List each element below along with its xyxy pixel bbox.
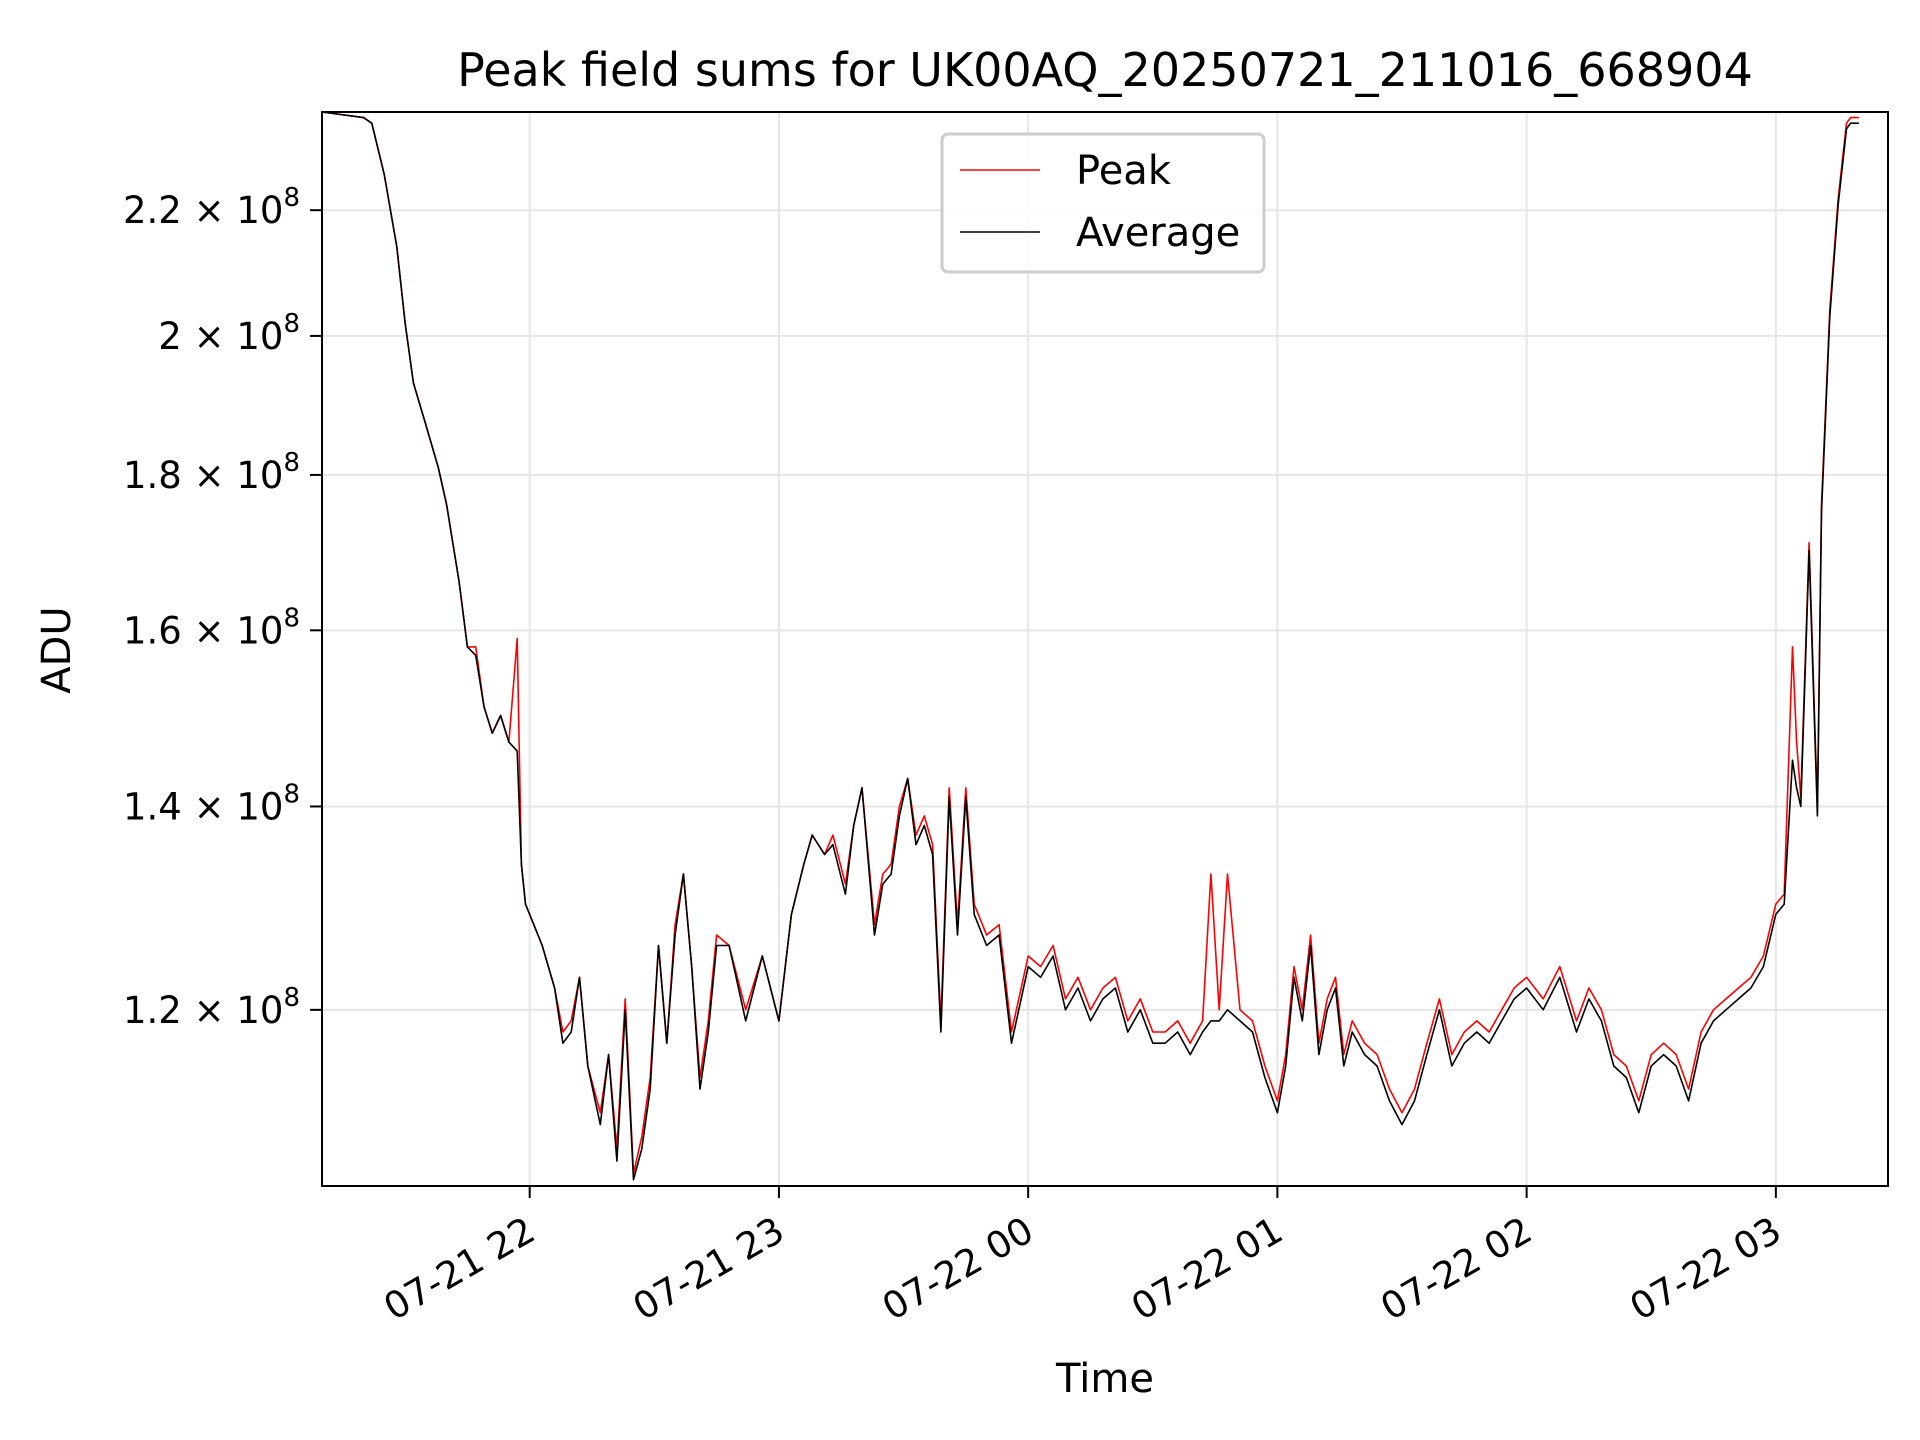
grid-lines — [322, 112, 1888, 1186]
y-tick-label: 2.2 × 108 — [123, 183, 300, 232]
y-tick-mantissa: 2 — [158, 315, 182, 358]
y-tick-mantissa: 1.6 — [123, 609, 182, 652]
y-tick-times: × 10 — [182, 454, 284, 497]
y-tick-exponent: 8 — [283, 448, 300, 478]
y-tick-exponent: 8 — [283, 309, 300, 339]
y-tick-mantissa: 1.8 — [123, 454, 182, 497]
x-axis-label: Time — [1055, 1356, 1154, 1402]
series-line-peak — [321, 111, 1859, 1175]
y-tick-label: 1.6 × 108 — [123, 603, 300, 652]
series-line-average — [321, 111, 1859, 1181]
y-tick-label: 1.2 × 108 — [123, 983, 300, 1032]
y-tick-times: × 10 — [182, 189, 284, 232]
y-tick-exponent: 8 — [283, 183, 300, 213]
y-tick-exponent: 8 — [283, 603, 300, 633]
y-axis-label: ADU — [34, 606, 80, 693]
chart-title: Peak field sums for UK00AQ_20250721_2110… — [457, 43, 1753, 97]
legend-box — [940, 132, 1266, 274]
legend: Peak Average — [940, 132, 1266, 274]
y-tick-label: 2 × 108 — [158, 309, 300, 358]
y-tick-times: × 10 — [182, 989, 284, 1032]
y-tick-times: × 10 — [182, 609, 284, 652]
y-tick-exponent: 8 — [283, 779, 300, 809]
legend-label-peak: Peak — [1076, 148, 1172, 194]
y-tick-exponent: 8 — [283, 983, 300, 1013]
y-tick-label: 1.4 × 108 — [123, 779, 300, 828]
y-tick-mantissa: 2.2 — [123, 189, 182, 232]
y-tick-label: 1.8 × 108 — [123, 448, 300, 497]
y-tick-mantissa: 1.4 — [123, 785, 182, 828]
legend-label-average: Average — [1076, 210, 1240, 256]
plot-frame — [321, 111, 1889, 1187]
y-tick-times: × 10 — [182, 315, 284, 358]
series-layer — [321, 111, 1859, 1181]
y-tick-mantissa: 1.2 — [123, 989, 182, 1032]
y-tick-times: × 10 — [182, 785, 284, 828]
